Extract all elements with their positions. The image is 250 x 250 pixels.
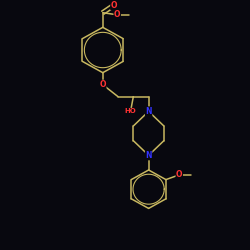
Text: O: O <box>176 170 182 179</box>
Text: N: N <box>145 151 152 160</box>
Text: N: N <box>145 107 152 116</box>
Text: O: O <box>114 10 120 19</box>
Text: O: O <box>111 1 117 10</box>
Text: O: O <box>100 80 106 89</box>
Text: HO: HO <box>125 108 136 114</box>
